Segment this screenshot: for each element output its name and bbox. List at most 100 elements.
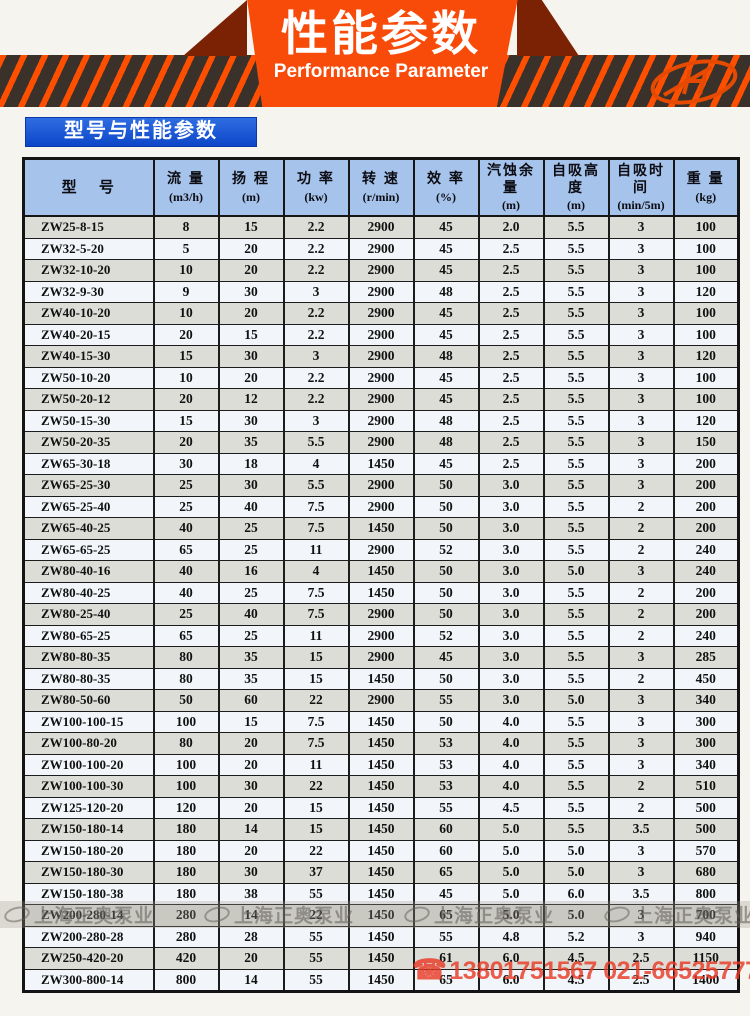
value-cell: 20	[217, 302, 285, 325]
model-cell: ZW32-5-20	[22, 237, 155, 260]
value-cell: 5.5	[542, 474, 610, 497]
value-cell: 1450	[347, 560, 415, 583]
value-cell: 100	[672, 237, 740, 260]
value-cell: 4.8	[477, 925, 545, 948]
value-cell: 3	[607, 560, 675, 583]
column-header: 功 率 (kw)	[282, 157, 350, 217]
model-cell: ZW65-30-18	[22, 452, 155, 475]
value-cell: 22	[282, 689, 350, 712]
value-cell: 2.5	[477, 452, 545, 475]
value-cell: 45	[412, 882, 480, 905]
value-cell: 11	[282, 538, 350, 561]
value-cell: 14	[217, 968, 285, 992]
table-row: ZW250-420-20 420 20 55 1450 61 6.0 4.5 2.5 1150	[22, 947, 740, 970]
table-row: ZW80-65-25 65 25 11 2900 52 3.0 5.5 2 240	[22, 624, 740, 647]
value-cell: 8	[152, 215, 220, 239]
table-row: ZW65-65-25 65 25 11 2900 52 3.0 5.5 2 240	[22, 538, 740, 561]
column-header: 汽蚀余量 (m)	[477, 157, 545, 217]
value-cell: 800	[152, 968, 220, 992]
table-row: ZW32-10-20 10 20 2.2 2900 45 2.5 5.5 3 100	[22, 259, 740, 282]
value-cell: 20	[217, 237, 285, 260]
value-cell: 25	[152, 474, 220, 497]
value-cell: 45	[412, 452, 480, 475]
value-cell: 2900	[347, 603, 415, 626]
banner-left-shadow-shape	[183, 0, 247, 56]
value-cell: 15	[217, 323, 285, 346]
value-cell: 570	[672, 839, 740, 862]
value-cell: 55	[412, 689, 480, 712]
model-cell: ZW65-25-40	[22, 495, 155, 518]
value-cell: 2900	[347, 259, 415, 282]
value-cell: 1450	[347, 452, 415, 475]
column-header: 自吸时间 (min/5m)	[607, 157, 675, 217]
performance-parameter-table: 型 号流 量 (m3/h) 扬 程 (m) 功 率 (kw) 转 速 (r/min) 效 率 (%…	[22, 157, 740, 993]
value-cell: 50	[412, 517, 480, 540]
value-cell: 300	[672, 732, 740, 755]
value-cell: 5.0	[477, 839, 545, 862]
value-cell: 5.5	[542, 603, 610, 626]
value-cell: 5.5	[542, 646, 610, 669]
model-cell: ZW200-280-28	[22, 925, 155, 948]
value-cell: 25	[152, 603, 220, 626]
value-cell: 5.5	[542, 302, 610, 325]
table-row: ZW300-800-14 800 14 55 1450 65 6.0 4.5 2.5 1400	[22, 968, 740, 992]
value-cell: 700	[672, 904, 740, 927]
table-row: ZW80-40-25 40 25 7.5 1450 50 3.0 5.5 2 200	[22, 581, 740, 604]
model-cell: ZW40-15-30	[22, 345, 155, 368]
value-cell: 5.5	[542, 409, 610, 432]
value-cell: 5.0	[477, 818, 545, 841]
value-cell: 48	[412, 345, 480, 368]
model-cell: ZW65-25-30	[22, 474, 155, 497]
value-cell: 2900	[347, 323, 415, 346]
model-cell: ZW200-280-14	[22, 904, 155, 927]
value-cell: 3	[607, 732, 675, 755]
value-cell: 120	[672, 280, 740, 303]
table-row: ZW50-20-35 20 35 5.5 2900 48 2.5 5.5 3 150	[22, 431, 740, 454]
value-cell: 22	[282, 904, 350, 927]
model-cell: ZW80-25-40	[22, 603, 155, 626]
value-cell: 18	[217, 452, 285, 475]
value-cell: 5.5	[542, 581, 610, 604]
value-cell: 200	[672, 474, 740, 497]
value-cell: 1450	[347, 775, 415, 798]
value-cell: 45	[412, 646, 480, 669]
value-cell: 50	[152, 689, 220, 712]
value-cell: 9	[152, 280, 220, 303]
model-cell: ZW50-20-12	[22, 388, 155, 411]
table-row: ZW65-25-40 25 40 7.5 2900 50 3.0 5.5 2 200	[22, 495, 740, 518]
model-cell: ZW250-420-20	[22, 947, 155, 970]
value-cell: 3	[607, 689, 675, 712]
model-cell: ZW50-15-30	[22, 409, 155, 432]
value-cell: 7.5	[282, 710, 350, 733]
value-cell: 15	[217, 710, 285, 733]
value-cell: 15	[282, 818, 350, 841]
value-cell: 5.5	[542, 215, 610, 239]
value-cell: 5.5	[542, 366, 610, 389]
value-cell: 61	[412, 947, 480, 970]
value-cell: 100	[152, 775, 220, 798]
model-cell: ZW80-50-60	[22, 689, 155, 712]
value-cell: 65	[152, 538, 220, 561]
value-cell: 3.0	[477, 667, 545, 690]
value-cell: 48	[412, 409, 480, 432]
value-cell: 4.0	[477, 732, 545, 755]
value-cell: 100	[672, 366, 740, 389]
value-cell: 60	[412, 818, 480, 841]
value-cell: 50	[412, 667, 480, 690]
value-cell: 15	[217, 215, 285, 239]
value-cell: 5.5	[542, 732, 610, 755]
value-cell: 2900	[347, 495, 415, 518]
value-cell: 25	[152, 495, 220, 518]
model-cell: ZW100-100-15	[22, 710, 155, 733]
value-cell: 3	[607, 323, 675, 346]
value-cell: 4.0	[477, 710, 545, 733]
value-cell: 16	[217, 560, 285, 583]
value-cell: 55	[282, 925, 350, 948]
value-cell: 14	[217, 818, 285, 841]
value-cell: 55	[282, 882, 350, 905]
value-cell: 5.5	[542, 259, 610, 282]
value-cell: 1450	[347, 517, 415, 540]
value-cell: 30	[217, 409, 285, 432]
value-cell: 48	[412, 431, 480, 454]
model-cell: ZW150-180-14	[22, 818, 155, 841]
